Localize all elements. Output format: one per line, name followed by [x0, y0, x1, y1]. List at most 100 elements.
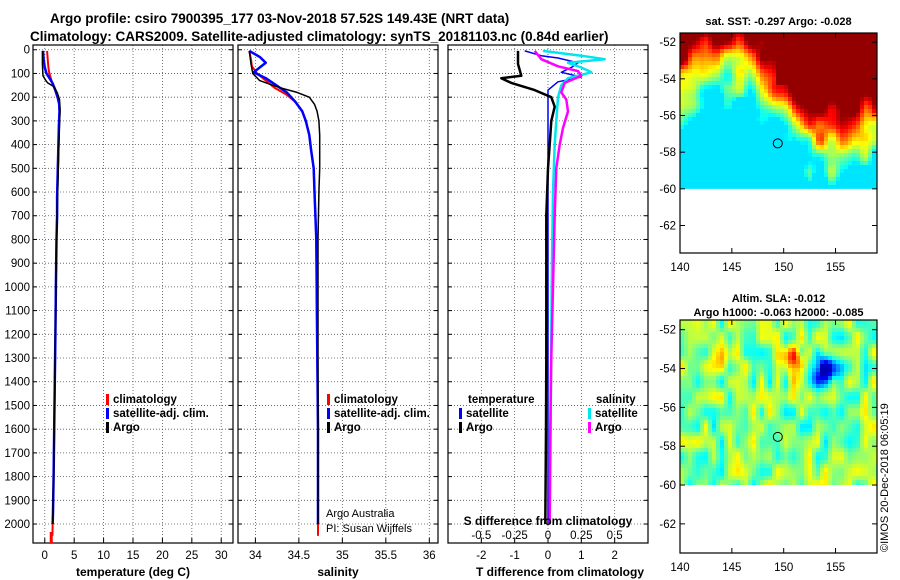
sla-cell — [776, 448, 780, 452]
sla-cell — [760, 324, 764, 328]
sla-cell — [748, 360, 752, 364]
sst-cell — [832, 177, 836, 181]
sst-cell — [824, 149, 828, 153]
sla-cell — [712, 348, 716, 352]
sla-cell — [692, 388, 696, 392]
sla-cell — [712, 328, 716, 332]
sla-cell — [752, 464, 756, 468]
sla-cell — [768, 376, 772, 380]
sla-cell — [792, 424, 796, 428]
sst-cell — [700, 85, 704, 89]
sst-cell — [832, 113, 836, 117]
sst-cell — [828, 153, 832, 157]
sst-cell — [812, 69, 816, 73]
sst-cell — [776, 169, 780, 173]
sst-cell — [852, 61, 856, 65]
sla-cell — [780, 320, 784, 324]
sla-cell — [784, 400, 788, 404]
sla-cell — [780, 472, 784, 476]
sla-cell — [820, 420, 824, 424]
sla-cell — [784, 412, 788, 416]
sla-cell — [832, 432, 836, 436]
sst-cell — [696, 101, 700, 105]
sla-cell — [684, 472, 688, 476]
sla-cell — [832, 400, 836, 404]
legend-title-temperature: temperature — [468, 394, 534, 406]
sst-cell — [864, 113, 868, 117]
sst-cell — [712, 177, 716, 181]
sst-cell — [852, 149, 856, 153]
sst-cell — [824, 45, 828, 49]
sst-cell — [772, 61, 776, 65]
sla-cell — [720, 336, 724, 340]
sla-cell — [744, 468, 748, 472]
sst-cell — [680, 69, 684, 73]
sst-cell — [760, 45, 764, 49]
sst-cell — [816, 129, 820, 133]
sla-cell — [844, 448, 848, 452]
sst-cell — [708, 101, 712, 105]
sst-cell — [796, 45, 800, 49]
sla-cell — [696, 340, 700, 344]
sst-cell — [768, 117, 772, 121]
sst-cell — [724, 181, 728, 185]
sla-cell — [756, 384, 760, 388]
sla-cell — [812, 444, 816, 448]
sst-cell — [768, 37, 772, 41]
sla-cell — [860, 436, 864, 440]
sst-cell — [864, 49, 868, 53]
sla-cell — [696, 448, 700, 452]
sla-cell — [708, 424, 712, 428]
sla-cell — [844, 424, 848, 428]
sst-cell — [708, 81, 712, 85]
sla-cell — [760, 396, 764, 400]
sla-cell — [684, 320, 688, 324]
sst-cell — [720, 105, 724, 109]
sst-cell — [832, 101, 836, 105]
sla-cell — [692, 460, 696, 464]
sla-cell — [688, 364, 692, 368]
sla-cell — [716, 432, 720, 436]
sla-cell — [684, 480, 688, 484]
sst-cell — [836, 61, 840, 65]
sst-cell — [784, 181, 788, 185]
sla-cell — [856, 472, 860, 476]
sla-cell — [700, 340, 704, 344]
sst-cell — [704, 61, 708, 65]
sst-cell — [848, 145, 852, 149]
sla-cell — [708, 360, 712, 364]
sst-cell — [840, 73, 844, 77]
sst-cell — [700, 153, 704, 157]
sla-cell — [836, 432, 840, 436]
sla-cell — [820, 412, 824, 416]
sla-cell — [752, 440, 756, 444]
sla-cell — [716, 384, 720, 388]
sla-cell — [844, 408, 848, 412]
sla-cell — [724, 416, 728, 420]
sst-cell — [704, 113, 708, 117]
sla-cell — [744, 424, 748, 428]
sst-cell — [808, 117, 812, 121]
sla-cell — [852, 484, 856, 486]
sla-cell — [724, 380, 728, 384]
sla-cell — [716, 416, 720, 420]
sla-cell — [764, 468, 768, 472]
sst-cell — [712, 33, 716, 37]
sst-cell — [728, 105, 732, 109]
sla-cell — [688, 464, 692, 468]
sst-cell — [868, 45, 872, 49]
sla-cell — [712, 452, 716, 456]
sla-cell — [852, 452, 856, 456]
sst-cell — [688, 177, 692, 181]
sla-cell — [740, 364, 744, 368]
sst-cell — [740, 101, 744, 105]
sst-cell — [856, 125, 860, 129]
sla-cell — [752, 360, 756, 364]
sst-cell — [804, 125, 808, 129]
sla-cell — [720, 340, 724, 344]
sst-cell — [716, 69, 720, 73]
sla-cell — [820, 380, 824, 384]
sst-field — [680, 33, 877, 189]
sla-cell — [716, 348, 720, 352]
sla-cell — [732, 388, 736, 392]
